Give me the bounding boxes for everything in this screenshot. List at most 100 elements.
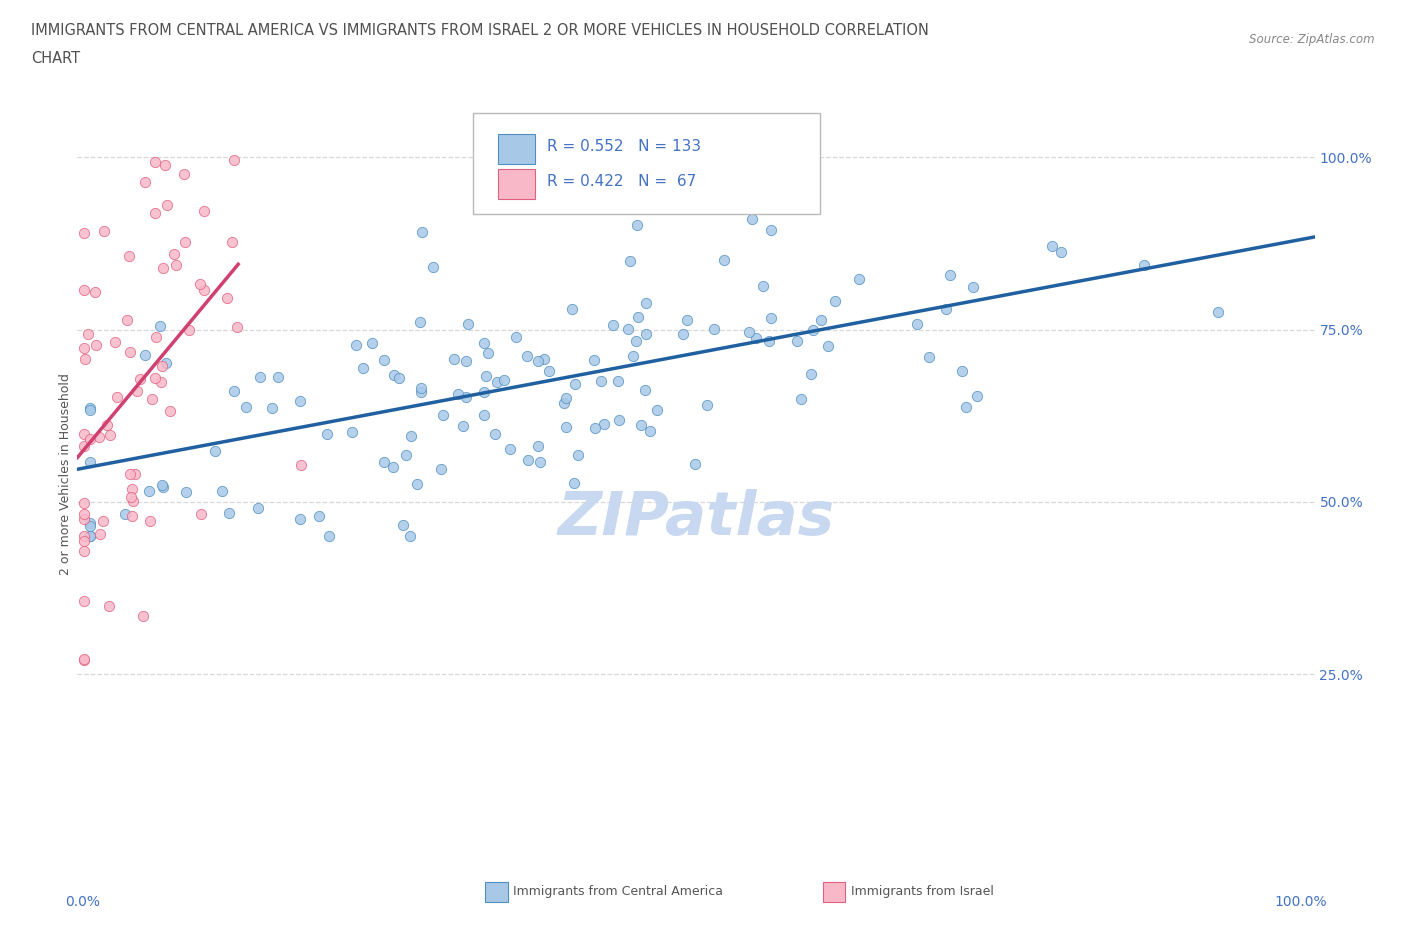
Point	[606, 374, 628, 389]
Point	[741, 212, 763, 227]
Point	[619, 253, 641, 268]
Text: 0.0%: 0.0%	[65, 895, 100, 909]
Point	[453, 418, 475, 433]
Point	[177, 323, 200, 338]
Point	[409, 314, 432, 329]
Point	[638, 423, 661, 438]
Point	[602, 318, 624, 333]
Point	[340, 424, 363, 439]
Point	[634, 326, 657, 341]
Point	[492, 372, 515, 387]
Point	[77, 326, 100, 341]
Point	[475, 368, 498, 383]
Point	[134, 174, 156, 189]
Point	[555, 391, 578, 405]
Point	[429, 462, 451, 477]
Point	[454, 389, 477, 404]
Point	[134, 347, 156, 362]
Point	[384, 368, 406, 383]
Point	[484, 427, 506, 442]
Point	[79, 403, 101, 418]
Point	[132, 608, 155, 623]
Point	[745, 331, 768, 346]
Point	[761, 223, 783, 238]
Point	[627, 310, 650, 325]
Point	[235, 399, 257, 414]
Point	[516, 453, 538, 468]
Point	[406, 476, 429, 491]
Point	[93, 513, 115, 528]
Point	[1206, 304, 1229, 319]
Point	[105, 390, 128, 405]
Point	[583, 352, 606, 367]
Point	[316, 426, 339, 441]
Point	[752, 279, 775, 294]
Point	[93, 223, 115, 238]
Point	[617, 322, 640, 337]
Point	[352, 361, 374, 376]
Point	[472, 384, 495, 399]
Point	[399, 529, 422, 544]
Point	[150, 478, 173, 493]
Point	[624, 333, 647, 348]
Point	[567, 448, 589, 463]
Point	[188, 277, 211, 292]
Point	[288, 512, 311, 526]
Point	[72, 533, 94, 548]
Point	[432, 407, 454, 422]
Point	[472, 336, 495, 351]
Point	[73, 651, 96, 666]
Point	[392, 517, 415, 532]
Point	[150, 359, 173, 374]
Text: Immigrants from Israel: Immigrants from Israel	[851, 885, 994, 898]
Point	[145, 154, 167, 169]
Point	[634, 296, 657, 311]
Point	[824, 294, 846, 309]
Point	[409, 380, 432, 395]
Point	[72, 512, 94, 526]
Point	[758, 334, 780, 349]
Point	[562, 475, 585, 490]
Point	[84, 338, 107, 352]
Point	[141, 392, 163, 406]
Point	[950, 363, 973, 378]
Bar	[498, 134, 536, 164]
Point	[159, 404, 181, 418]
Point	[79, 529, 101, 544]
Point	[672, 326, 695, 341]
Point	[152, 479, 174, 494]
Point	[411, 225, 433, 240]
Point	[211, 484, 233, 498]
Point	[361, 336, 384, 351]
Point	[411, 385, 433, 400]
Point	[149, 319, 172, 334]
Point	[247, 500, 270, 515]
Point	[72, 653, 94, 668]
Point	[560, 136, 582, 151]
Text: R = 0.552   N = 133: R = 0.552 N = 133	[547, 140, 702, 154]
Point	[120, 466, 142, 481]
Point	[153, 157, 176, 172]
Point	[143, 206, 166, 220]
Point	[118, 344, 141, 359]
Point	[505, 330, 527, 345]
Point	[145, 330, 167, 345]
Point	[399, 429, 422, 444]
Point	[97, 599, 120, 614]
Point	[848, 272, 870, 286]
Point	[290, 393, 312, 408]
Point	[703, 322, 725, 337]
Point	[800, 366, 823, 381]
Point	[290, 458, 312, 472]
Point	[204, 444, 226, 458]
Point	[395, 448, 418, 463]
Point	[72, 496, 94, 511]
Point	[591, 374, 613, 389]
Point	[344, 338, 367, 352]
Point	[122, 494, 145, 509]
Point	[84, 285, 107, 299]
Point	[193, 283, 215, 298]
Point	[955, 400, 977, 415]
Point	[72, 340, 94, 355]
Point	[249, 369, 271, 384]
